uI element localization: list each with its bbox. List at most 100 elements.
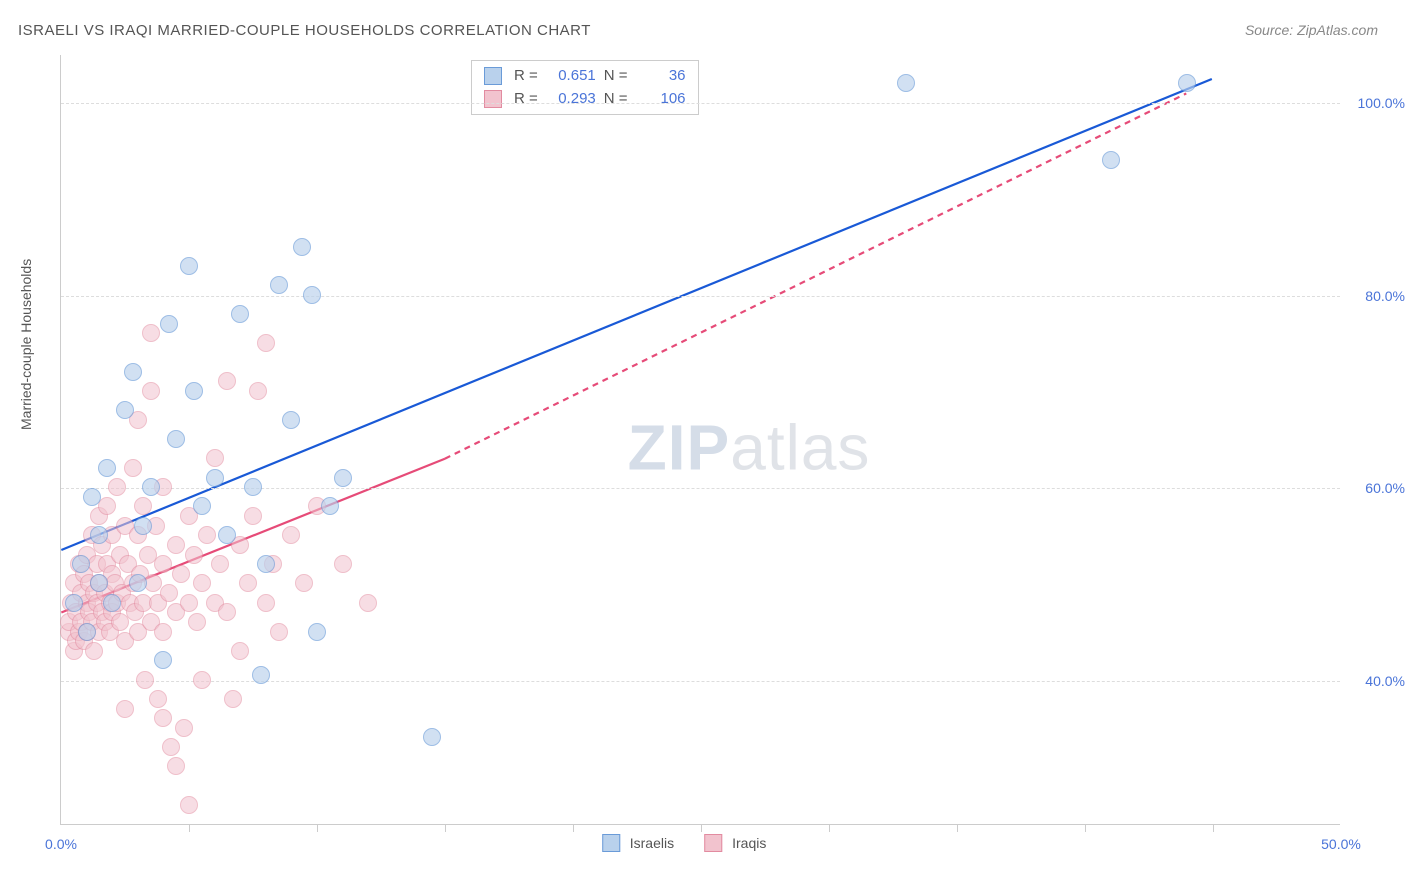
iraqis-point	[193, 574, 211, 592]
x-tick	[1213, 824, 1214, 832]
israelis-point	[124, 363, 142, 381]
iraqis-point	[180, 594, 198, 612]
y-tick-label: 80.0%	[1365, 288, 1405, 304]
israelis-point	[129, 574, 147, 592]
iraqis-point	[334, 555, 352, 573]
iraqis-point	[231, 642, 249, 660]
swatch-israelis	[602, 834, 620, 852]
iraqis-point	[134, 497, 152, 515]
israelis-point	[293, 238, 311, 256]
iraqis-point	[257, 334, 275, 352]
israelis-point	[167, 430, 185, 448]
israelis-point	[282, 411, 300, 429]
legend-label-israelis: Israelis	[630, 835, 674, 851]
gridline	[61, 681, 1340, 682]
iraqis-point	[244, 507, 262, 525]
iraqis-point	[218, 372, 236, 390]
x-tick	[829, 824, 830, 832]
iraqis-point	[136, 671, 154, 689]
x-tick	[701, 824, 702, 832]
iraqis-point	[211, 555, 229, 573]
iraqis-point	[239, 574, 257, 592]
chart-title: ISRAELI VS IRAQI MARRIED-COUPLE HOUSEHOL…	[18, 22, 591, 39]
iraqis-point	[180, 796, 198, 814]
iraqis-point	[154, 623, 172, 641]
gridline	[61, 296, 1340, 297]
israelis-point	[83, 488, 101, 506]
bottom-legend: Israelis Iraqis	[602, 834, 767, 852]
y-tick-label: 60.0%	[1365, 480, 1405, 496]
israelis-point	[334, 469, 352, 487]
source-attribution: Source: ZipAtlas.com	[1245, 22, 1378, 38]
iraqis-point	[257, 594, 275, 612]
swatch-iraqis	[704, 834, 722, 852]
iraqis-point	[154, 709, 172, 727]
x-tick	[189, 824, 190, 832]
y-axis-label: Married-couple Households	[18, 259, 34, 430]
iraqis-point	[218, 603, 236, 621]
israelis-point	[154, 651, 172, 669]
iraqis-point	[98, 497, 116, 515]
israelis-point	[231, 305, 249, 323]
israelis-point	[142, 478, 160, 496]
iraqis-point	[162, 738, 180, 756]
iraqis-point	[172, 565, 190, 583]
israelis-point	[193, 497, 211, 515]
iraqis-point	[193, 671, 211, 689]
israelis-point	[185, 382, 203, 400]
iraqis-point	[149, 690, 167, 708]
iraqis-point	[142, 324, 160, 342]
iraqis-point	[282, 526, 300, 544]
israelis-point	[90, 526, 108, 544]
iraqis-point	[160, 584, 178, 602]
iraqis-point	[124, 459, 142, 477]
iraqis-point	[185, 546, 203, 564]
israelis-point	[90, 574, 108, 592]
iraqis-point	[224, 690, 242, 708]
israelis-point	[308, 623, 326, 641]
iraqis-point	[295, 574, 313, 592]
iraqis-point	[167, 757, 185, 775]
israelis-point	[72, 555, 90, 573]
x-tick	[317, 824, 318, 832]
iraqis-point	[167, 536, 185, 554]
x-tick-label: 50.0%	[1321, 836, 1361, 852]
israelis-point	[206, 469, 224, 487]
x-tick	[957, 824, 958, 832]
x-tick	[1085, 824, 1086, 832]
legend-item-iraqis: Iraqis	[704, 834, 766, 852]
israelis-point	[134, 517, 152, 535]
x-tick-label: 0.0%	[45, 836, 77, 852]
israelis-point	[257, 555, 275, 573]
x-tick	[573, 824, 574, 832]
y-tick-label: 40.0%	[1365, 673, 1405, 689]
plot-area: ZIPatlas R = 0.651 N = 36 R = 0.293 N = …	[60, 55, 1340, 825]
israelis-point	[270, 276, 288, 294]
trend-line	[445, 93, 1186, 458]
iraqis-point	[270, 623, 288, 641]
israelis-point	[244, 478, 262, 496]
israelis-point	[116, 401, 134, 419]
israelis-point	[218, 526, 236, 544]
iraqis-point	[154, 555, 172, 573]
iraqis-point	[116, 700, 134, 718]
israelis-point	[252, 666, 270, 684]
israelis-point	[321, 497, 339, 515]
x-tick	[445, 824, 446, 832]
iraqis-point	[206, 449, 224, 467]
israelis-point	[103, 594, 121, 612]
israelis-point	[897, 74, 915, 92]
chart-container: ISRAELI VS IRAQI MARRIED-COUPLE HOUSEHOL…	[0, 0, 1406, 892]
israelis-point	[303, 286, 321, 304]
iraqis-point	[188, 613, 206, 631]
israelis-point	[1178, 74, 1196, 92]
iraqis-point	[359, 594, 377, 612]
israelis-point	[65, 594, 83, 612]
israelis-point	[160, 315, 178, 333]
israelis-point	[1102, 151, 1120, 169]
gridline	[61, 103, 1340, 104]
trend-lines	[61, 55, 1340, 824]
iraqis-point	[175, 719, 193, 737]
israelis-point	[78, 623, 96, 641]
iraqis-point	[85, 642, 103, 660]
